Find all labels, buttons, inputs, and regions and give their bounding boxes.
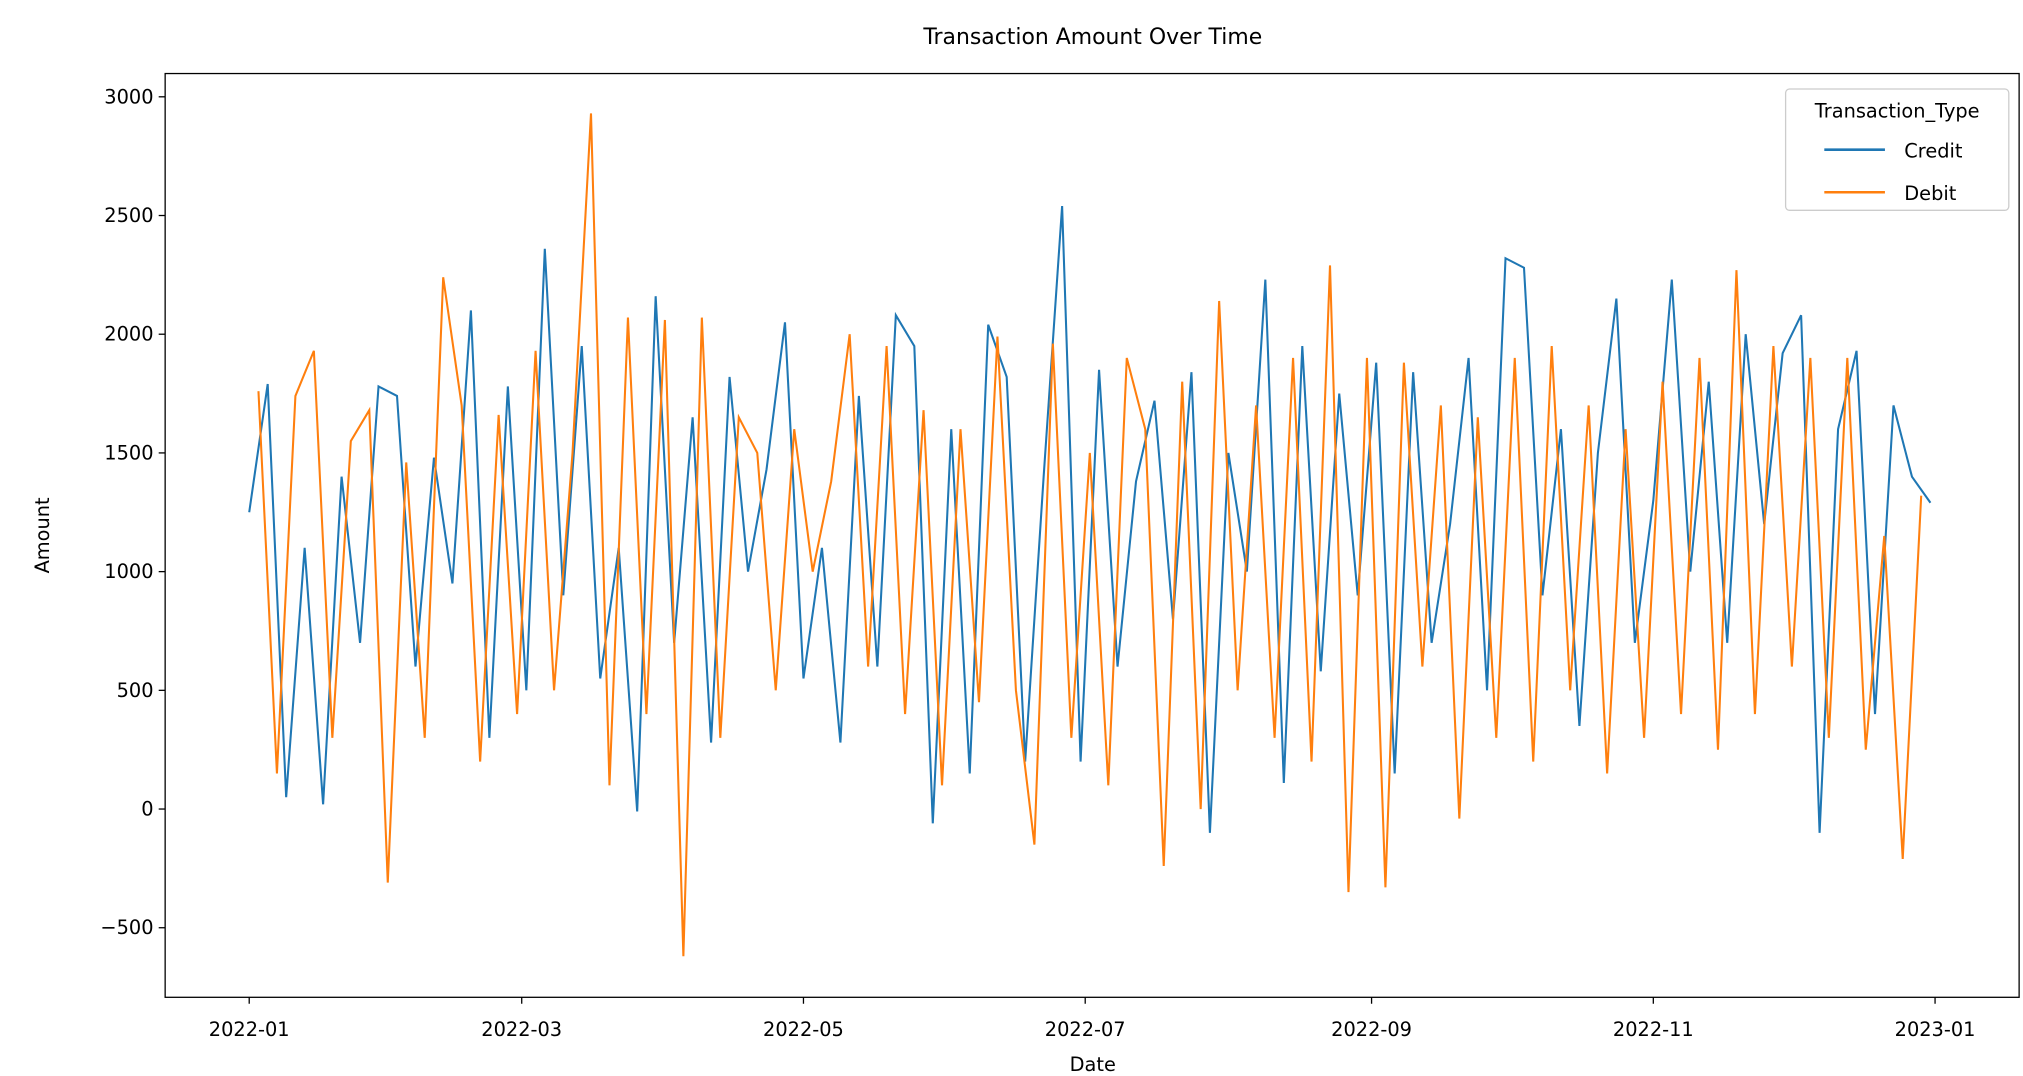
x-axis-label: Date [1070,1053,1116,1076]
legend-label: Credit [1904,139,1963,162]
legend-title: Transaction_Type [1814,99,1980,122]
y-axis-label: Amount [31,497,54,573]
axes-frame [164,72,2020,998]
y-tick-label: 0 [141,797,153,820]
plot-area [248,113,1932,957]
y-tick-label: 2000 [104,323,153,346]
y-tick-label: 3000 [104,85,153,108]
x-tick-label: 2022-01 [209,1018,290,1041]
x-tick-label: 2022-03 [481,1018,562,1041]
line-series [257,113,1923,957]
line-series [248,205,1932,833]
y-tick-label: 500 [117,679,154,702]
x-tick-label: 2022-05 [763,1018,844,1041]
legend-label: Debit [1904,182,1956,205]
x-tick-label: 2022-07 [1045,1018,1126,1041]
legend-box [1784,88,2010,211]
x-tick-label: 2022-09 [1331,1018,1412,1041]
y-tick-label: 1500 [104,441,153,464]
y-tick-label: −500 [100,916,153,939]
y-tick-label: 2500 [104,204,153,227]
chart-title: Transaction Amount Over Time [922,25,1262,50]
y-tick-label: 1000 [104,560,153,583]
x-tick-label: 2022-11 [1613,1018,1694,1041]
x-tick-label: 2023-01 [1895,1018,1976,1041]
legend: Transaction_Type Credit Debit [1784,88,2010,211]
